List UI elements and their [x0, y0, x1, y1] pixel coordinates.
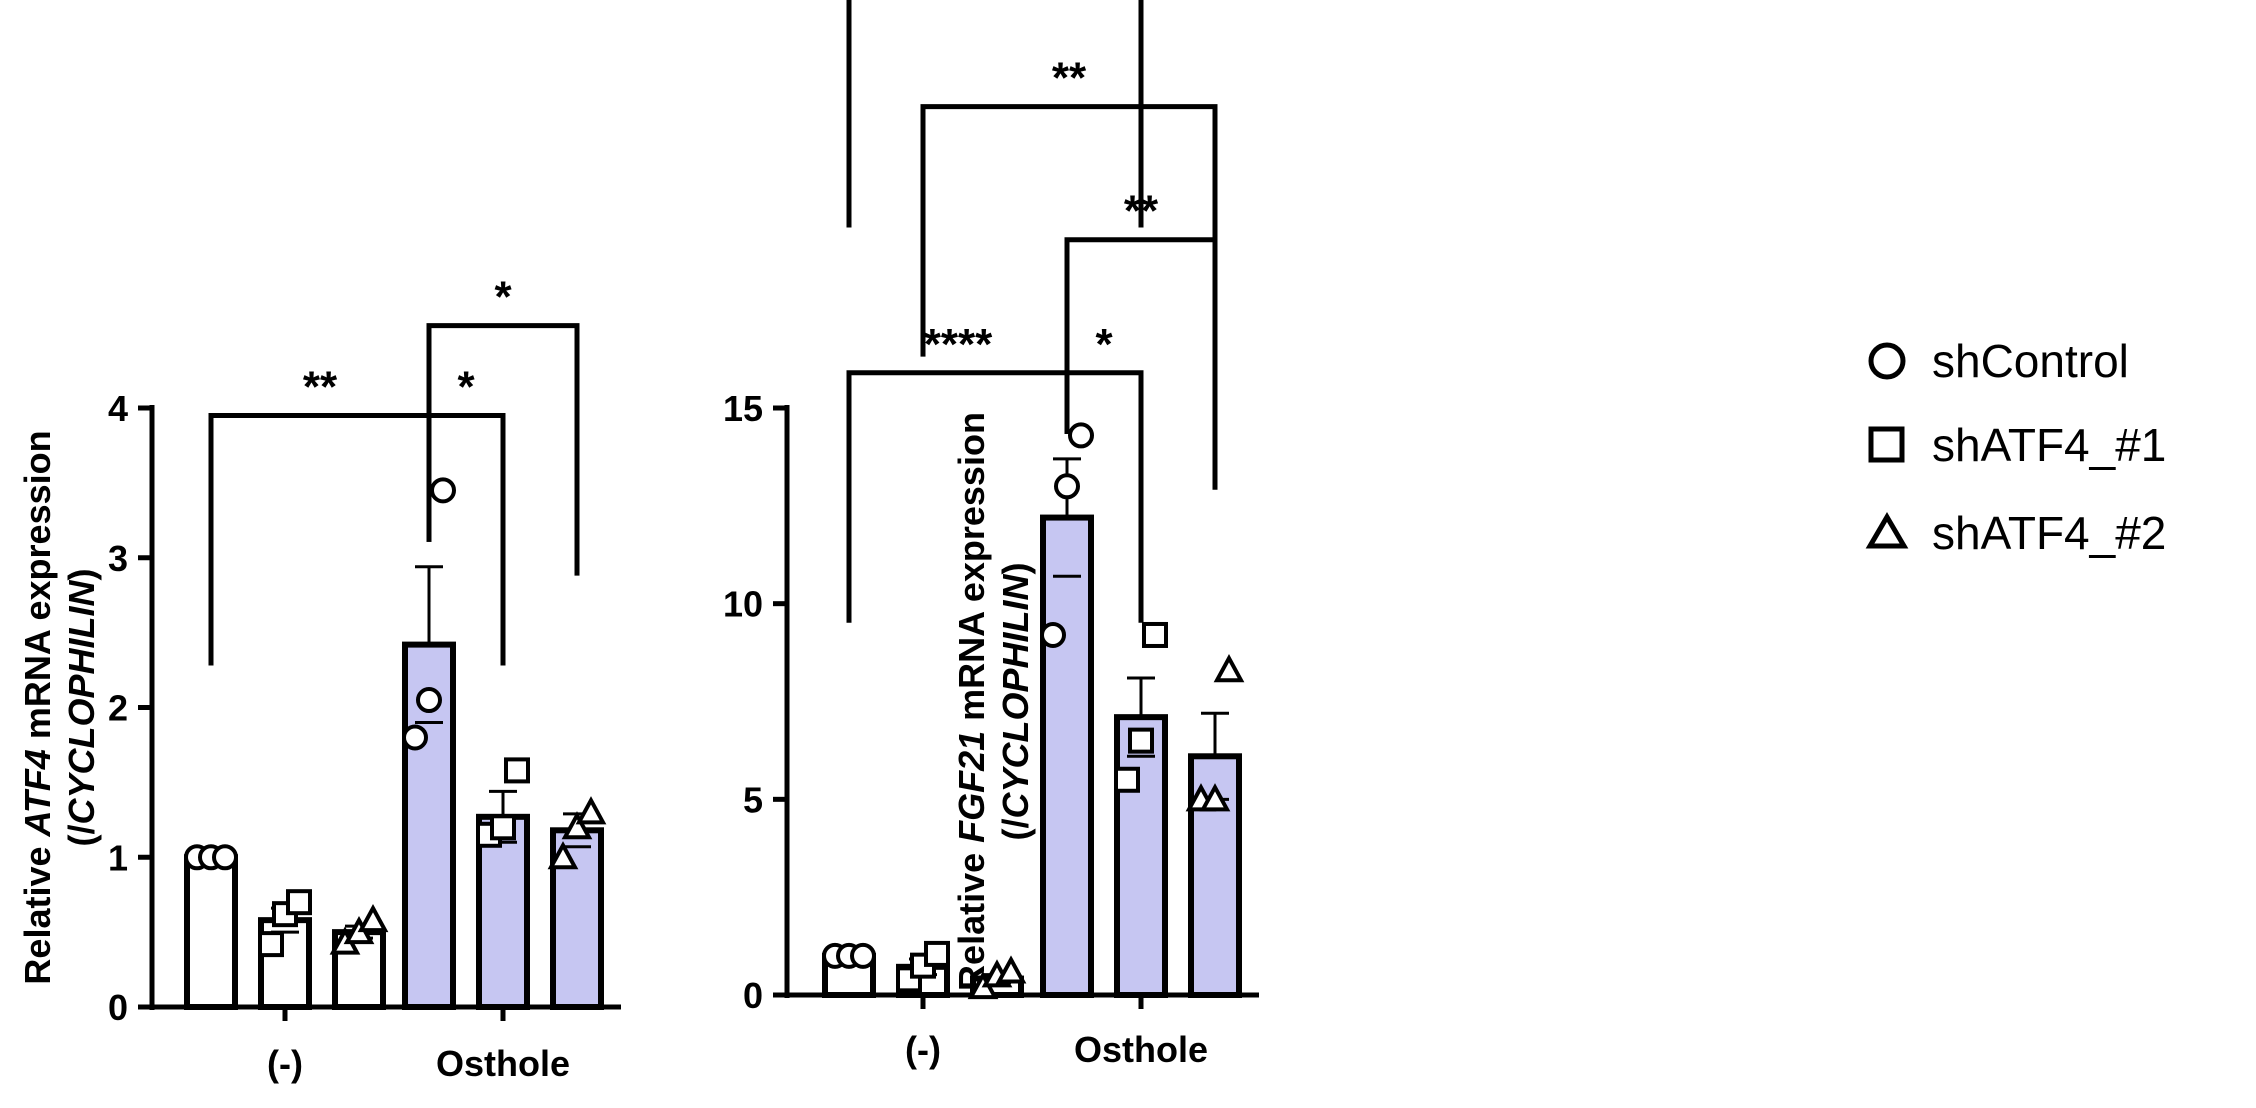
y-tick-label: 0	[743, 975, 763, 1016]
y-tick-label: 2	[108, 688, 128, 729]
category-label: Osthole	[1074, 1029, 1208, 1070]
legend-label: shControl	[1932, 335, 2129, 387]
y-axis-label: Relative ATF4 mRNA expression(/CYCLOPHIL…	[17, 430, 102, 984]
legend-circle-marker	[1868, 342, 1906, 380]
category-label: (-)	[267, 1043, 303, 1084]
significance-bracket	[426, 412, 506, 666]
data-point-circle	[212, 844, 238, 871]
significance-bracket	[208, 412, 432, 666]
legend-item-shcontrol: shControl	[1868, 335, 2129, 387]
significance-bracket	[846, 0, 1144, 228]
y-tick-label: 15	[723, 388, 763, 429]
data-point-triangle	[357, 903, 389, 933]
significance-label: *	[494, 273, 512, 322]
data-point-circle	[416, 687, 442, 714]
significance-bracket	[920, 104, 1218, 357]
data-point-square	[504, 757, 530, 784]
data-point-triangle	[575, 796, 607, 825]
category-label: Osthole	[436, 1043, 570, 1084]
y-axis-label-line1: Relative ATF4 mRNA expression	[17, 430, 58, 984]
fgf21-chart: 0 5 10 15 (-) Osthole Relative FGF21 mRNA expr…	[723, 0, 1259, 1070]
data-point-circle	[1054, 473, 1080, 500]
category-label: (-)	[905, 1029, 941, 1070]
y-tick-label: 1	[108, 837, 128, 878]
legend-label: shATF4_#2	[1932, 507, 2166, 559]
y-axis-label-line1: Relative FGF21 mRNA expression	[951, 412, 992, 991]
legend-square-marker	[1868, 426, 1905, 463]
y-tick-label: 0	[108, 987, 128, 1028]
data-point-triangle	[1199, 783, 1231, 812]
y-tick-label: 4	[108, 388, 128, 429]
bar	[1040, 514, 1094, 998]
significance-label: *	[457, 362, 475, 411]
data-point-triangle	[547, 841, 579, 870]
data-point-triangle	[561, 811, 593, 840]
data-point-triangle	[1213, 654, 1245, 683]
significance-bracket	[1064, 237, 1218, 490]
data-point-circle	[850, 942, 876, 969]
bar	[184, 854, 238, 1010]
significance-label: ****	[924, 320, 993, 369]
y-axis-label-line2: (/CYCLOPHILIN)	[61, 568, 102, 846]
legend-triangle-marker	[1865, 512, 1909, 549]
significance-label: **	[303, 362, 338, 411]
data-point-circle	[1068, 422, 1094, 449]
y-axis-label-line2: (/CYCLOPHILIN)	[995, 562, 1036, 840]
data-point-square	[1114, 766, 1140, 793]
y-axis-label: Relative FGF21 mRNA expression(/CYCLOPHI…	[951, 412, 1036, 991]
bar	[1114, 714, 1168, 998]
data-point-square	[1128, 727, 1154, 754]
legend-item-shatf4-1: shATF4_#1	[1868, 419, 2166, 471]
significance-label: **	[1052, 54, 1087, 103]
significance-label: *	[1095, 320, 1113, 369]
data-point-square	[924, 940, 950, 967]
significance-bracket	[426, 323, 580, 576]
data-point-square	[258, 931, 284, 958]
data-point-circle	[402, 724, 428, 751]
legend-label: shATF4_#1	[1932, 419, 2166, 471]
data-point-square	[490, 814, 516, 841]
legend-item-shatf4-2: shATF4_#2	[1865, 507, 2166, 559]
data-point-square	[286, 889, 312, 916]
data-point-square	[1142, 621, 1168, 648]
atf4-chart: 0 1 2 3 4 (-) Osthole Relative ATF4 mRNA expres…	[17, 273, 621, 1084]
y-tick-label: 5	[743, 779, 763, 820]
y-tick-label: 10	[723, 584, 763, 625]
data-point-triangle	[995, 955, 1027, 984]
y-tick-label: 3	[108, 538, 128, 579]
data-point-circle	[430, 477, 456, 504]
legend: shControl shATF4_#1 shATF4_#2	[1865, 335, 2166, 559]
data-point-circle	[1040, 621, 1066, 648]
